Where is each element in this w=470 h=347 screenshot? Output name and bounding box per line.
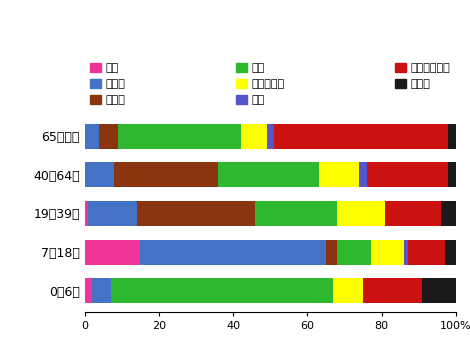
Bar xyxy=(92,278,110,303)
Bar xyxy=(100,124,118,149)
Bar xyxy=(110,278,333,303)
Bar xyxy=(367,162,448,187)
Bar xyxy=(319,162,360,187)
Bar xyxy=(88,201,137,226)
Bar xyxy=(85,162,114,187)
Legend: 学校, 運動中, 作業中, 屋外, 公共の場所, 屋内, 自宅（居室）, その他: 学校, 運動中, 作業中, 屋外, 公共の場所, 屋内, 自宅（居室）, その他 xyxy=(90,62,450,105)
Bar xyxy=(266,124,274,149)
Bar xyxy=(360,162,367,187)
Bar xyxy=(85,201,88,226)
Bar xyxy=(385,201,441,226)
Bar xyxy=(218,162,319,187)
Bar xyxy=(407,239,445,265)
Bar xyxy=(137,201,255,226)
Bar xyxy=(333,278,363,303)
Bar xyxy=(337,201,385,226)
Bar xyxy=(337,239,370,265)
Bar xyxy=(423,278,456,303)
Bar xyxy=(370,239,404,265)
Bar xyxy=(441,201,456,226)
Bar xyxy=(85,278,92,303)
Bar xyxy=(274,124,448,149)
Bar xyxy=(448,162,456,187)
Bar xyxy=(445,239,456,265)
Bar xyxy=(448,124,456,149)
Bar xyxy=(255,201,337,226)
Bar xyxy=(404,239,407,265)
Bar xyxy=(114,162,218,187)
Bar xyxy=(241,124,266,149)
Bar xyxy=(118,124,241,149)
Bar xyxy=(85,239,140,265)
Bar xyxy=(326,239,337,265)
Bar xyxy=(140,239,326,265)
Bar xyxy=(85,124,100,149)
Bar xyxy=(363,278,423,303)
